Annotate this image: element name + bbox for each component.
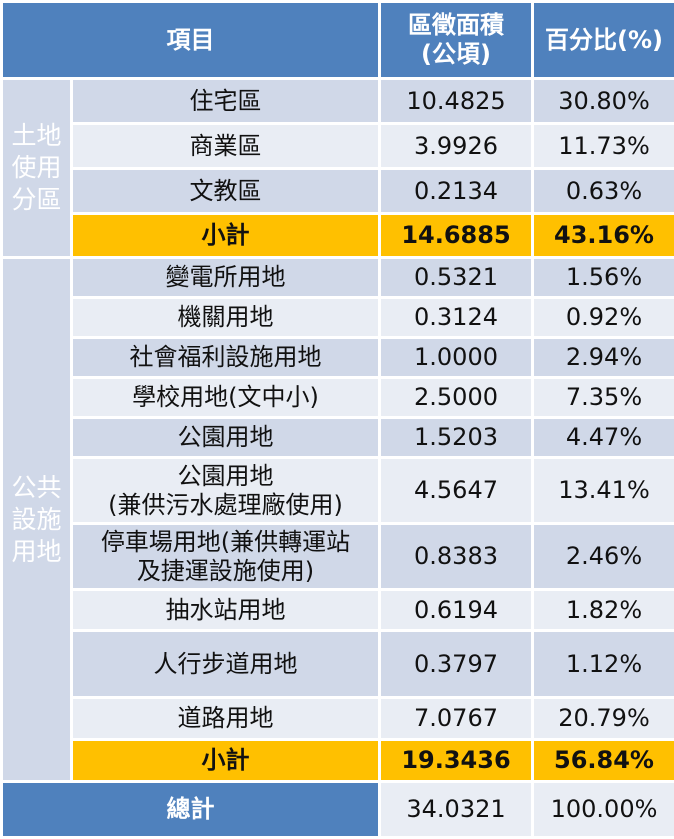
subtotal-percent: 56.84% (533, 740, 674, 782)
row-name: 文教區 (72, 169, 380, 214)
group-label-public-facilities: 公共 設施 用地 (2, 258, 72, 782)
row-area: 0.6194 (380, 590, 533, 631)
row-name: 社會福利設施用地 (72, 338, 380, 378)
group-label-line: 土地 (11, 121, 61, 150)
total-percent: 100.00% (533, 782, 674, 838)
header-item: 項目 (2, 2, 380, 79)
row-area: 7.0767 (380, 698, 533, 740)
row-area: 0.2134 (380, 169, 533, 214)
row-name-line1: 停車場用地(兼供轉運站 (101, 528, 350, 556)
row-percent: 1.82% (533, 590, 674, 631)
row-area: 1.5203 (380, 418, 533, 458)
row-name: 機關用地 (72, 298, 380, 338)
header-area-line2: (公頃) (421, 40, 491, 68)
table-row: 機關用地 0.3124 0.92% (2, 298, 674, 338)
row-percent: 4.47% (533, 418, 674, 458)
row-percent: 2.94% (533, 338, 674, 378)
row-name: 公園用地 (兼供污水處理廠使用) (72, 458, 380, 524)
header-area: 區徵面積 (公頃) (380, 2, 533, 79)
row-area: 2.5000 (380, 378, 533, 418)
row-name: 停車場用地(兼供轉運站 及捷運設施使用) (72, 524, 380, 590)
table-row: 商業區 3.9926 11.73% (2, 124, 674, 169)
subtotal-percent: 43.16% (533, 214, 674, 258)
row-area: 0.5321 (380, 258, 533, 298)
table-row: 公園用地 1.5203 4.47% (2, 418, 674, 458)
group-label-line: 分區 (11, 185, 61, 214)
table-row: 公園用地 (兼供污水處理廠使用) 4.5647 13.41% (2, 458, 674, 524)
table-header-row: 項目 區徵面積 (公頃) 百分比(%) (2, 2, 674, 79)
row-name: 住宅區 (72, 79, 380, 124)
row-name-line1: 公園用地 (178, 462, 274, 490)
table-row: 文教區 0.2134 0.63% (2, 169, 674, 214)
row-area: 0.3797 (380, 631, 533, 698)
subtotal-row: 小計 19.3436 56.84% (2, 740, 674, 782)
row-percent: 0.92% (533, 298, 674, 338)
total-row: 總計 34.0321 100.00% (2, 782, 674, 838)
row-area: 0.3124 (380, 298, 533, 338)
total-label: 總計 (2, 782, 380, 838)
row-percent: 13.41% (533, 458, 674, 524)
row-name: 變電所用地 (72, 258, 380, 298)
row-area: 3.9926 (380, 124, 533, 169)
table-row: 人行步道用地 0.3797 1.12% (2, 631, 674, 698)
group-label-line: 公共 (11, 473, 61, 502)
row-name: 學校用地(文中小) (72, 378, 380, 418)
row-percent: 30.80% (533, 79, 674, 124)
table-row: 公共 設施 用地 變電所用地 0.5321 1.56% (2, 258, 674, 298)
row-name: 公園用地 (72, 418, 380, 458)
row-area: 1.0000 (380, 338, 533, 378)
subtotal-area: 14.6885 (380, 214, 533, 258)
row-name: 人行步道用地 (72, 631, 380, 698)
subtotal-label: 小計 (72, 740, 380, 782)
total-area: 34.0321 (380, 782, 533, 838)
row-percent: 0.63% (533, 169, 674, 214)
header-percent: 百分比(%) (533, 2, 674, 79)
row-area: 0.8383 (380, 524, 533, 590)
group-label-line: 使用 (11, 153, 61, 182)
row-percent: 7.35% (533, 378, 674, 418)
header-area-line1: 區徵面積 (408, 11, 504, 39)
row-name: 道路用地 (72, 698, 380, 740)
row-name: 抽水站用地 (72, 590, 380, 631)
row-percent: 1.12% (533, 631, 674, 698)
table-row: 社會福利設施用地 1.0000 2.94% (2, 338, 674, 378)
table-row: 停車場用地(兼供轉運站 及捷運設施使用) 0.8383 2.46% (2, 524, 674, 590)
group-label-line: 用地 (11, 537, 61, 566)
group-label-land-use: 土地 使用 分區 (2, 79, 72, 258)
table-row: 道路用地 7.0767 20.79% (2, 698, 674, 740)
subtotal-area: 19.3436 (380, 740, 533, 782)
row-name-line2: 及捷運設施使用) (137, 557, 314, 585)
row-name: 商業區 (72, 124, 380, 169)
subtotal-row: 小計 14.6885 43.16% (2, 214, 674, 258)
table-row: 學校用地(文中小) 2.5000 7.35% (2, 378, 674, 418)
row-percent: 20.79% (533, 698, 674, 740)
row-name-line2: (兼供污水處理廠使用) (108, 491, 343, 519)
group-label-line: 設施 (11, 505, 61, 534)
table-row: 土地 使用 分區 住宅區 10.4825 30.80% (2, 79, 674, 124)
row-percent: 1.56% (533, 258, 674, 298)
row-area: 10.4825 (380, 79, 533, 124)
table-row: 抽水站用地 0.6194 1.82% (2, 590, 674, 631)
subtotal-label: 小計 (72, 214, 380, 258)
row-percent: 2.46% (533, 524, 674, 590)
row-area: 4.5647 (380, 458, 533, 524)
row-percent: 11.73% (533, 124, 674, 169)
